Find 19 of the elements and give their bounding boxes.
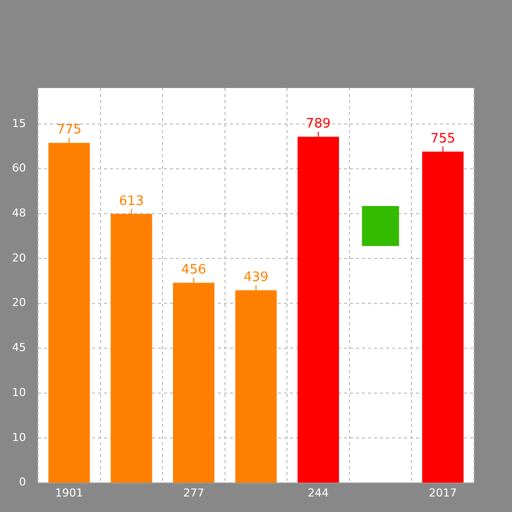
data-label: 789	[306, 116, 331, 132]
x-tick-label: 244	[308, 486, 329, 500]
text: 45	[12, 341, 26, 354]
data-label: 439	[244, 270, 268, 286]
text: 15	[12, 116, 26, 130]
text: 10	[12, 386, 26, 399]
data-label: 613	[119, 194, 144, 209]
text: 20	[12, 296, 26, 310]
text: 48	[12, 206, 26, 220]
text: 0	[19, 476, 26, 489]
text: 60	[12, 162, 26, 175]
data-label: 775	[56, 122, 82, 138]
text: 10	[12, 430, 26, 444]
data-label: 456	[181, 262, 206, 278]
data-label: 755	[430, 131, 456, 146]
x-tick-label: 277	[183, 486, 204, 500]
text: 20	[12, 251, 26, 264]
x-tick-label: 2017	[428, 486, 457, 500]
x-tick-label: 1901	[55, 486, 84, 500]
